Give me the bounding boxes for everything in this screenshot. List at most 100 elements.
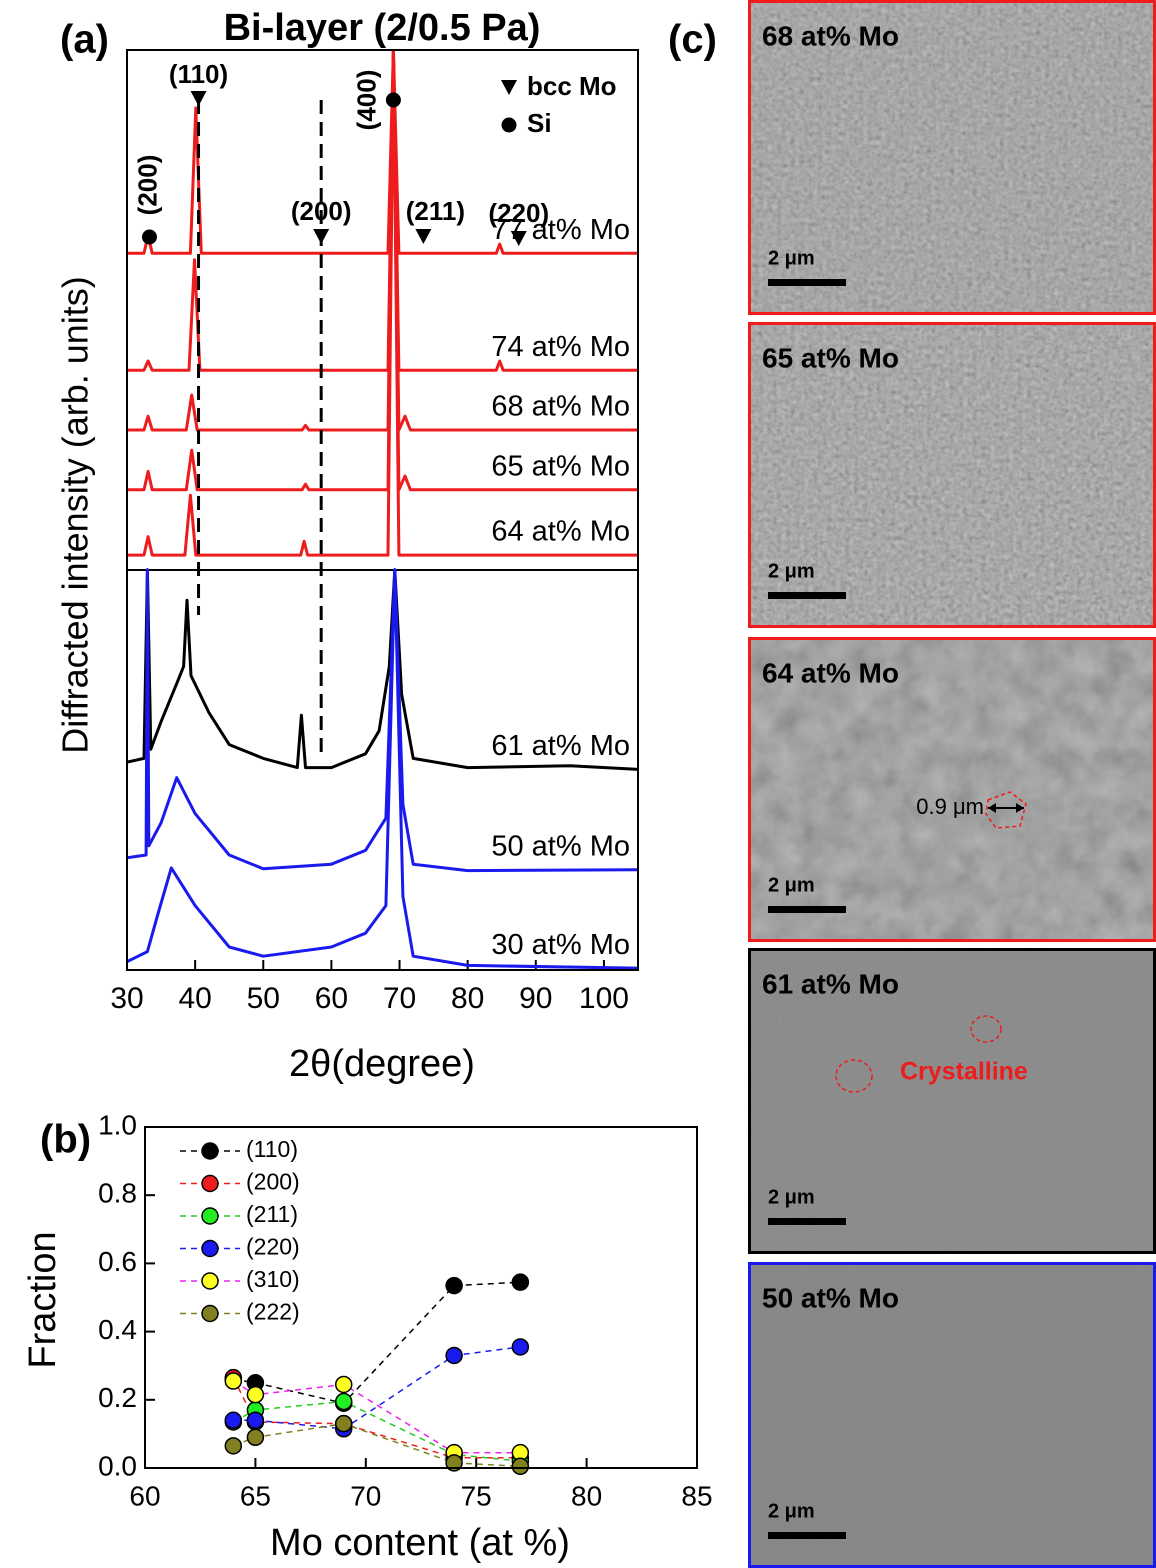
x-tick-label: 70	[383, 982, 416, 1015]
legend-marker	[201, 1207, 219, 1225]
series-label: 65 at% Mo	[491, 450, 630, 482]
scale-bar-label: 2 μm	[768, 247, 815, 269]
series-line	[127, 568, 638, 771]
peak-marker	[415, 229, 432, 244]
series-line	[232, 1377, 521, 1459]
image-border	[748, 0, 1156, 315]
legend-label: (220)	[246, 1234, 300, 1260]
x-axis-label: 2θ(degree)	[289, 1043, 475, 1085]
series-line	[127, 568, 638, 970]
legend-marker	[501, 117, 517, 133]
data-point	[246, 1385, 265, 1404]
plot-frame	[126, 49, 639, 971]
x-tick-label: 100	[579, 982, 629, 1015]
y-axis-label: Fraction	[22, 1231, 64, 1368]
y-tick-label: 0.4	[98, 1314, 137, 1345]
image-texture	[748, 0, 1156, 315]
legend-marker	[201, 1239, 219, 1258]
image-texture	[748, 1262, 1156, 1568]
series-line	[233, 1422, 521, 1468]
panel-label: (b)	[40, 1118, 91, 1162]
series-label: 50 at% Mo	[491, 830, 630, 862]
sem-image: 65 at% Mo 2 μm	[748, 322, 1156, 628]
crystal-outline	[835, 1059, 873, 1093]
series-label: 64 at% Mo	[491, 516, 630, 548]
series-line	[127, 568, 638, 873]
peak-label: (200)	[291, 196, 352, 226]
grain-outline	[985, 791, 1027, 829]
peak-label: (220)	[488, 198, 549, 228]
y-tick-label: 1.0	[98, 1109, 137, 1140]
crystal-outline	[970, 1015, 1002, 1043]
image-border	[748, 948, 1156, 1254]
image-label: 50 at% Mo	[762, 1282, 899, 1313]
scale-bar	[768, 1218, 846, 1225]
scale-bar-label: 2 μm	[768, 874, 815, 896]
data-point	[246, 1428, 265, 1447]
peak-label: (110)	[169, 59, 228, 89]
data-point	[445, 1346, 463, 1365]
image-annotation: Crystalline	[900, 1058, 1028, 1086]
sem-image: 68 at% Mo 2 μm	[748, 0, 1156, 315]
y-tick-label: 0.6	[98, 1246, 137, 1277]
scale-bar	[768, 592, 846, 599]
x-tick-label: 85	[681, 1480, 712, 1511]
chart-title: Bi-layer (2/0.5 Pa)	[224, 7, 541, 49]
sem-image: 50 at% Mo 2 μm	[748, 1262, 1156, 1568]
data-point	[224, 1372, 243, 1390]
image-texture	[748, 948, 1156, 1254]
x-tick-label: 50	[247, 982, 280, 1015]
y-tick-label: 0.0	[98, 1450, 137, 1481]
x-tick-label: 80	[571, 1480, 602, 1511]
legend-marker	[201, 1304, 219, 1323]
image-border	[748, 637, 1156, 942]
legend-marker	[501, 80, 517, 95]
scale-bar-label: 2 μm	[768, 560, 815, 582]
series-label: 61 at% Mo	[491, 730, 630, 762]
peak-label: (200)	[132, 155, 162, 216]
plot-area: 30 40 50 60 70 80 90 100 77 at% Mo 74 at% Mo 68 at…	[110, 49, 639, 1015]
scale-bar	[768, 906, 846, 913]
image-label: 61 at% Mo	[762, 968, 899, 999]
series-line	[233, 1346, 521, 1430]
data-point	[511, 1457, 530, 1476]
scale-bar-label: 2 μm	[768, 1500, 815, 1522]
series-line	[127, 50, 638, 492]
plot-area: 60 65 70 75 80 85 0.0 0.2 0.4 0.6 0.8 1.0 (110) (200)…	[98, 1109, 713, 1511]
series-group	[127, 50, 638, 970]
series-label: 30 at% Mo	[491, 929, 630, 961]
data-point	[246, 1411, 265, 1430]
data-point	[334, 1414, 353, 1433]
x-tick-label: 60	[129, 1480, 160, 1511]
image-texture	[748, 637, 1156, 942]
legend-label: (200)	[246, 1169, 300, 1195]
x-tick-label: 40	[178, 982, 211, 1015]
legend-marker	[201, 1272, 219, 1290]
x-tick-label: 75	[461, 1480, 492, 1511]
x-tick-label: 65	[240, 1480, 271, 1511]
x-tick-label: 70	[350, 1480, 381, 1511]
x-axis-label: Mo content (at %)	[270, 1522, 570, 1564]
image-label: 68 at% Mo	[762, 20, 899, 51]
x-tick-label: 30	[110, 982, 143, 1015]
data-point	[224, 1411, 243, 1430]
y-tick-label: 0.8	[98, 1178, 137, 1209]
peak-label: (211)	[406, 196, 465, 226]
image-label: 65 at% Mo	[762, 342, 899, 373]
image-annotation: 0.9 μm	[916, 794, 984, 819]
legend-label: (222)	[246, 1299, 300, 1325]
scale-bar-label: 2 μm	[768, 1186, 815, 1208]
series-line	[232, 1380, 521, 1454]
legend-label: (310)	[246, 1266, 300, 1292]
x-tick-label: 80	[451, 982, 484, 1015]
arrow-head	[988, 803, 1024, 813]
series-label: 77 at% Mo	[491, 214, 630, 246]
sem-image: 64 at% Mo 2 μm 0.9 μm	[748, 637, 1156, 942]
legend-label: Si	[527, 108, 552, 138]
data-point	[445, 1276, 463, 1295]
series-line	[127, 50, 638, 432]
legend-label: bcc Mo	[527, 71, 617, 101]
peak-marker	[385, 92, 401, 108]
